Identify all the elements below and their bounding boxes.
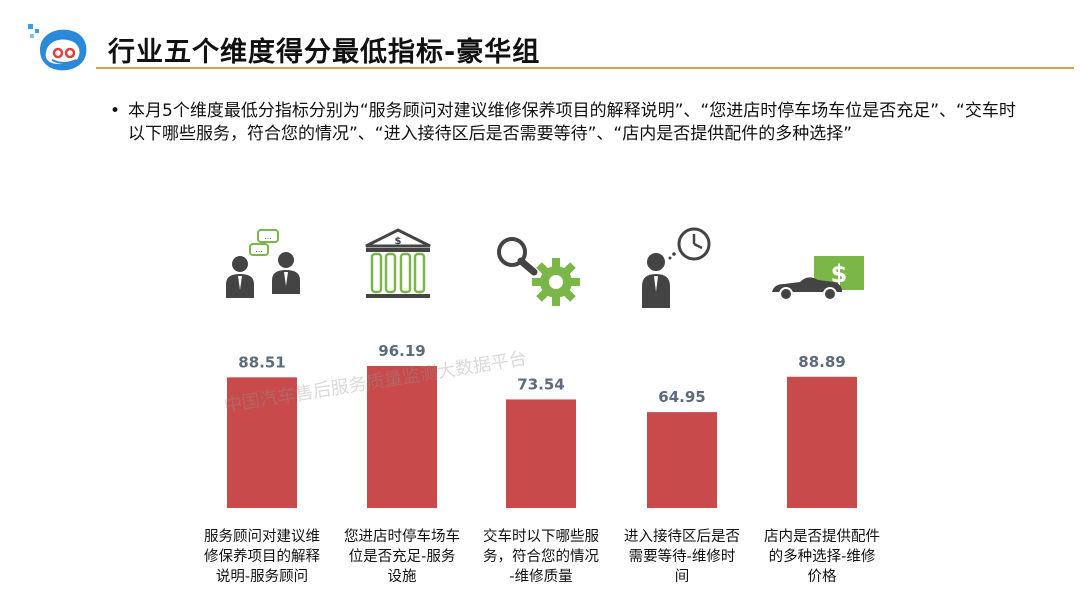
car-price-icon: $	[772, 256, 864, 301]
bullet-dot-icon: •	[110, 101, 121, 121]
category-label-line: -维修质量	[509, 569, 573, 585]
bar-4	[647, 412, 717, 508]
svg-text:...: ...	[255, 245, 263, 254]
bar-2	[367, 366, 437, 508]
consultant-chat-icon: ... ...	[226, 229, 300, 298]
bar-3	[506, 399, 576, 508]
svg-text:...: ...	[264, 232, 272, 241]
bar-5	[787, 376, 857, 508]
brand-logo	[28, 24, 87, 71]
category-label-line: 进入接待区后是否	[624, 529, 740, 545]
category-label-line: 位是否充足-服务	[348, 549, 456, 565]
waiting-clock-icon	[642, 227, 711, 308]
value-label-3: 73.54	[517, 375, 564, 393]
category-label-line: 交车时以下哪些服	[483, 529, 599, 545]
category-label-2: 您进店时停车场车 位是否充足-服务 设施	[332, 527, 472, 587]
value-label-5: 88.89	[798, 353, 845, 371]
title-divider	[96, 67, 1074, 69]
summary-bullet: • 本月5个维度最低分指标分别为“服务顾问对建议维修保养项目的解释说明”、“您进…	[110, 100, 1018, 146]
category-label-line: 服务顾问对建议维	[204, 529, 320, 545]
value-label-2: 96.19	[378, 342, 425, 360]
summary-text: 本月5个维度最低分指标分别为“服务顾问对建议维修保养项目的解释说明”、“您进店时…	[128, 101, 1016, 144]
magnifier-gear-icon	[497, 237, 580, 306]
category-label-line: 的多种选择-维修	[768, 549, 876, 565]
category-label-line: 设施	[387, 569, 417, 585]
category-label-line: 修保养项目的解释	[204, 549, 320, 565]
category-label-5: 店内是否提供配件 的多种选择-维修 价格	[752, 527, 892, 587]
category-label-4: 进入接待区后是否 需要等待-维修时间	[612, 527, 752, 587]
category-label-1: 服务顾问对建议维 修保养项目的解释 说明-服务顾问	[192, 527, 332, 587]
svg-text:$: $	[395, 236, 402, 247]
category-label-line: 说明-服务顾问	[215, 569, 309, 585]
category-label-3: 交车时以下哪些服 务，符合您的情况 -维修质量	[471, 527, 611, 587]
value-label-4: 64.95	[658, 388, 705, 406]
value-label-1: 88.51	[238, 353, 285, 371]
category-label-line: 店内是否提供配件	[764, 529, 880, 545]
bar-1	[227, 377, 297, 508]
category-label-line: 务，符合您的情况	[483, 549, 599, 565]
bank-building-icon: $	[365, 228, 431, 298]
page-title: 行业五个维度得分最低指标-豪华组	[108, 37, 541, 68]
category-label-line: 间	[674, 569, 690, 585]
category-label-line: 需要等待-维修时	[628, 549, 736, 565]
category-label-line: 价格	[807, 569, 837, 585]
svg-text:$: $	[831, 260, 848, 288]
category-label-line: 您进店时停车场车	[344, 529, 460, 545]
